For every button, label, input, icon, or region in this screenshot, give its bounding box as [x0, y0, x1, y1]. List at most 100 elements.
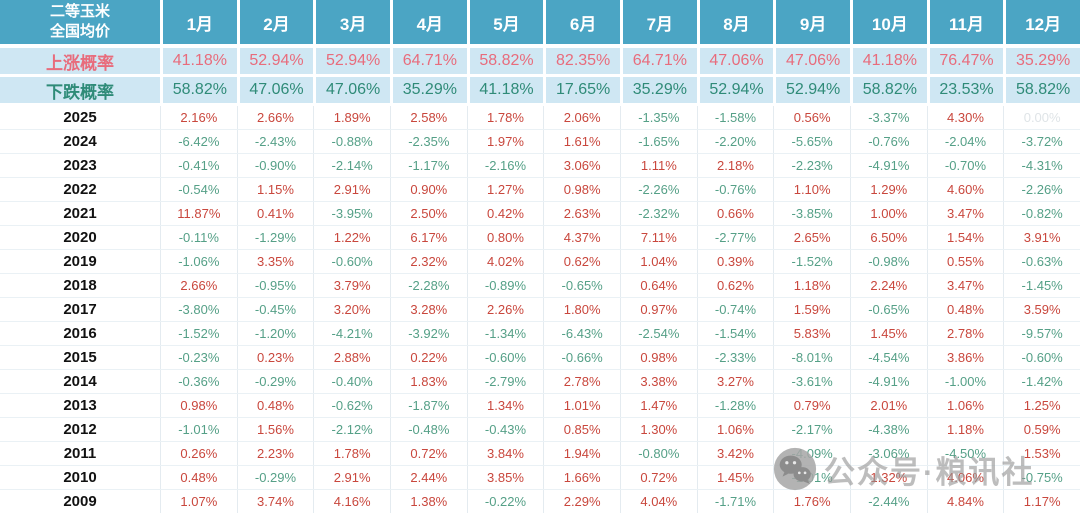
- year-label: 2024: [0, 130, 160, 153]
- value-cell: -4.38%: [849, 418, 927, 441]
- value-cell: 1.97%: [466, 130, 544, 153]
- value-cell: 0.64%: [619, 274, 697, 297]
- year-label: 2013: [0, 394, 160, 417]
- month-header: 7月: [619, 0, 697, 44]
- value-cell: -3.80%: [160, 298, 237, 321]
- value-cell: 2.91%: [313, 178, 390, 201]
- value-cell: 52.94%: [313, 48, 390, 74]
- year-label: 2012: [0, 418, 160, 441]
- value-cell: 1.10%: [773, 178, 850, 201]
- value-cell: 41.18%: [849, 48, 927, 74]
- month-header: 8月: [696, 0, 774, 44]
- value-cell: -0.41%: [160, 154, 237, 177]
- value-cell: 0.62%: [543, 250, 620, 273]
- value-cell: 2.66%: [160, 274, 237, 297]
- value-cell: 1.53%: [1003, 442, 1080, 465]
- year-row: 2010 0.48% -0.29% 2.91% 2.44% 3.85% 1.66% 0.72%…: [0, 466, 1080, 490]
- value-cell: -3.92%: [389, 322, 467, 345]
- value-cell: 1.18%: [773, 274, 850, 297]
- value-cell: 2.29%: [543, 490, 620, 513]
- value-cell: -5.65%: [773, 130, 850, 153]
- year-row: 2023 -0.41% -0.90% -2.14% -1.17% -2.16% 3.06% 1…: [0, 154, 1080, 178]
- value-cell: 7.11%: [619, 226, 697, 249]
- value-cell: -0.62%: [313, 394, 390, 417]
- year-row: 2025 2.16% 2.66% 1.89% 2.58% 1.78% 2.06% -1.35%…: [0, 106, 1080, 130]
- year-label: 2015: [0, 346, 160, 369]
- value-cell: 0.26%: [160, 442, 237, 465]
- value-cell: 35.29%: [389, 77, 467, 103]
- value-cell: 2.32%: [389, 250, 467, 273]
- value-cell: 0.59%: [1003, 418, 1080, 441]
- value-cell: -0.23%: [160, 346, 237, 369]
- month-header: 2月: [236, 0, 314, 44]
- month-header: 10月: [849, 0, 927, 44]
- value-cell: -1.28%: [696, 394, 774, 417]
- table-title-line: 二等玉米: [49, 2, 110, 20]
- value-cell: -0.48%: [389, 418, 467, 441]
- value-cell: 0.22%: [389, 346, 467, 369]
- value-cell: -0.54%: [160, 178, 237, 201]
- value-cell: 2.63%: [543, 202, 620, 225]
- value-cell: 0.48%: [926, 298, 1004, 321]
- value-cell: 2.50%: [389, 202, 467, 225]
- value-cell: -1.42%: [1003, 370, 1080, 393]
- value-cell: -0.40%: [313, 370, 390, 393]
- value-cell: 1.06%: [926, 394, 1004, 417]
- table-title-line: 全国均价: [49, 23, 110, 40]
- month-header: 11月: [926, 0, 1004, 44]
- value-cell: 3.06%: [543, 154, 620, 177]
- value-cell: -1.29%: [236, 226, 314, 249]
- value-cell: 52.94%: [773, 77, 850, 103]
- value-cell: -1.00%: [926, 370, 1004, 393]
- year-label: 2023: [0, 154, 160, 177]
- value-cell: 47.06%: [696, 48, 774, 74]
- value-cell: 2.66%: [236, 106, 314, 129]
- year-row: 2021 11.87% 0.41% -3.95% 2.50% 0.42% 2.63% -2.3…: [0, 202, 1080, 226]
- value-cell: 64.71%: [619, 48, 697, 74]
- value-cell: 3.42%: [696, 442, 774, 465]
- value-cell: -1.52%: [160, 322, 237, 345]
- header-row: 二等玉米 全国均价 1月 2月 3月 4月 5月 6月 7月 8月 9月 10月 11月 12月: [0, 0, 1080, 44]
- table-title: 二等玉米 全国均价: [0, 0, 160, 44]
- value-cell: 1.76%: [773, 490, 850, 513]
- value-cell: 0.72%: [619, 466, 697, 489]
- value-cell: -0.98%: [849, 250, 927, 273]
- value-cell: 0.42%: [466, 202, 544, 225]
- value-cell: -2.43%: [236, 130, 314, 153]
- value-cell: 3.28%: [389, 298, 467, 321]
- value-cell: 4.30%: [926, 106, 1004, 129]
- value-cell: -0.36%: [160, 370, 237, 393]
- value-cell: 1.89%: [313, 106, 390, 129]
- value-cell: -0.11%: [160, 226, 237, 249]
- value-cell: 1.47%: [619, 394, 697, 417]
- value-cell: -9.57%: [1003, 322, 1080, 345]
- value-cell: 2.01%: [849, 394, 927, 417]
- value-cell: 1.01%: [543, 394, 620, 417]
- value-cell: -4.91%: [849, 154, 927, 177]
- value-cell: 0.72%: [389, 442, 467, 465]
- probability-fall-row: 下跌概率 58.82% 47.06% 47.06% 35.29% 41.18% 17.65%…: [0, 77, 1080, 103]
- value-cell: -2.26%: [1003, 178, 1080, 201]
- value-cell: -0.60%: [313, 250, 390, 273]
- value-cell: 1.11%: [619, 154, 697, 177]
- year-label: 2025: [0, 106, 160, 129]
- year-row: 2024 -6.42% -2.43% -0.88% -2.35% 1.97% 1.61% -1…: [0, 130, 1080, 154]
- value-cell: 0.48%: [236, 394, 314, 417]
- value-cell: 52.94%: [236, 48, 314, 74]
- value-cell: -4.21%: [313, 322, 390, 345]
- value-cell: 2.78%: [543, 370, 620, 393]
- value-cell: -1.01%: [160, 418, 237, 441]
- value-cell: -6.42%: [160, 130, 237, 153]
- value-cell: 4.04%: [619, 490, 697, 513]
- value-cell: 0.79%: [773, 394, 850, 417]
- value-cell: 4.37%: [543, 226, 620, 249]
- value-cell: -1.58%: [696, 106, 774, 129]
- value-cell: -2.77%: [696, 226, 774, 249]
- value-cell: -4.50%: [926, 442, 1004, 465]
- value-cell: -3.06%: [849, 442, 927, 465]
- value-cell: 1.04%: [619, 250, 697, 273]
- value-cell: 4.02%: [466, 250, 544, 273]
- value-cell: 1.30%: [619, 418, 697, 441]
- value-cell: -3.61%: [773, 370, 850, 393]
- value-cell: -1.17%: [389, 154, 467, 177]
